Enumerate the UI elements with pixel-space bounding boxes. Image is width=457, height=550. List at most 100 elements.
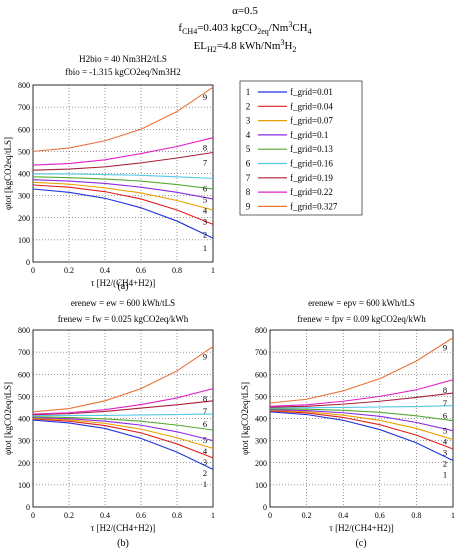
series-line-4 (269, 409, 454, 432)
series-end-label: 5 (203, 194, 207, 204)
series-line-7 (269, 392, 454, 408)
y-tick-label: 600 (18, 125, 30, 134)
chart-panel-2: 0 0.2 0.4 0.6 0.8 1 0 100 200 300 400 500 600 700 800 9… (3, 298, 215, 549)
chart-panel-3: 0 0.2 0.4 0.6 0.8 1 0 100 200 300 400 500 600 700 800 9… (240, 298, 455, 549)
series-line-9 (32, 86, 214, 152)
series-line-2 (269, 410, 454, 450)
series-end-label: 8 (203, 394, 207, 404)
y-axis-label: φtot [kgCO2eq/tLS] (240, 382, 250, 455)
x-tick-label: 0 (268, 511, 272, 520)
x-tick-label: 0.8 (172, 511, 182, 520)
y-axis-label: φtot [kgCO2eq/tLS] (3, 137, 13, 210)
series-end-label: 3 (443, 448, 447, 458)
series-end-label: 6 (443, 411, 447, 421)
panel-label: (c) (355, 538, 366, 549)
y-tick-label: 200 (18, 459, 30, 468)
legend-number: 7 (246, 173, 251, 183)
series-end-label: 3 (203, 457, 207, 467)
series-line-6 (33, 173, 214, 179)
series-line-8 (269, 379, 454, 407)
x-tick-label: 0.2 (302, 511, 312, 520)
header-alpha: α=0.5 (232, 5, 258, 17)
legend-label: f_grid=0.19 (290, 173, 333, 183)
series-line-7 (32, 400, 214, 416)
y-tick-label: 800 (255, 326, 267, 335)
x-axis-label: τ [H2/(CH4+H2)] (91, 523, 155, 533)
series-line-1 (32, 188, 214, 239)
y-tick-label: 400 (18, 415, 30, 424)
legend-label: f_grid=0.16 (290, 159, 333, 169)
y-tick-label: 700 (18, 103, 30, 112)
series-end-label: 8 (203, 143, 207, 153)
series-end-label: 2 (203, 229, 207, 239)
series-end-label: 1 (203, 243, 207, 253)
x-tick-label: 1 (451, 511, 455, 520)
legend-label: f_grid=0.01 (290, 87, 333, 97)
series-line-5 (32, 176, 214, 190)
series-line-9 (32, 346, 214, 413)
series-line-8 (32, 388, 214, 415)
panel-subtitle: frenew = fpv = 0.09 kgCO2eq/kWh (297, 314, 426, 324)
y-tick-label: 800 (18, 81, 30, 90)
plot-frame (269, 329, 454, 508)
series-end-label: 1 (443, 470, 447, 480)
x-tick-label: 0.8 (172, 266, 182, 275)
series-end-label: 8 (443, 385, 447, 395)
panel-subtitle: fbio = -1.315 kgCO2eq/Nm3H2 (65, 67, 181, 77)
series-line-8 (32, 137, 214, 166)
series-end-label: 6 (203, 419, 207, 429)
series-end-label: 7 (203, 406, 207, 416)
legend-number: 3 (246, 116, 251, 126)
legend-label: f_grid=0.327 (290, 201, 338, 211)
y-tick-label: 300 (255, 437, 267, 446)
x-tick-label: 0.2 (64, 266, 74, 275)
series-end-label: 2 (443, 459, 447, 469)
panel-label: (b) (117, 538, 129, 549)
y-tick-label: 500 (18, 147, 30, 156)
y-tick-label: 200 (255, 459, 267, 468)
legend-number: 6 (246, 159, 251, 169)
y-tick-label: 400 (255, 415, 267, 424)
x-tick-label: 0 (31, 511, 35, 520)
panel-subtitle: frenew = fw = 0.025 kgCO2eq/kWh (58, 314, 189, 324)
header-fch4: fCH4=0.403 kgCO2eq/Nm3CH4 (178, 20, 311, 36)
x-tick-label: 0.2 (64, 511, 74, 520)
chart-panel-1: 0 0.2 0.4 0.6 0.8 1 0 100 200 300 400 500 600 700 800 9… (3, 54, 215, 292)
series-end-label: 4 (443, 437, 448, 447)
panel-subtitle: erenew = epv = 600 kWh/tLS (308, 298, 415, 308)
y-tick-label: 100 (255, 481, 267, 490)
x-tick-label: 0.4 (100, 266, 110, 275)
series-end-label: 4 (203, 446, 208, 456)
series-line-6 (269, 405, 454, 409)
x-tick-label: 1 (211, 266, 215, 275)
x-axis-label: τ [H2/(CH4+H2)] (91, 278, 155, 288)
header: α=0.5 fCH4=0.403 kgCO2eq/Nm3CH4 ELH2=4.8… (178, 5, 311, 54)
x-tick-label: 0.6 (375, 511, 385, 520)
y-tick-label: 0 (26, 503, 30, 512)
series-line-2 (32, 418, 214, 459)
y-tick-label: 0 (263, 503, 267, 512)
series-end-label: 6 (203, 183, 207, 193)
series-line-7 (32, 151, 214, 171)
series-end-label: 9 (203, 352, 207, 362)
legend-label: f_grid=0.1 (290, 130, 328, 140)
legend-label: f_grid=0.04 (290, 101, 333, 111)
panel-subtitle: H2bio = 40 Nm3H2/tLS (79, 54, 167, 64)
x-tick-label: 0.4 (338, 511, 348, 520)
y-tick-label: 300 (18, 192, 30, 201)
series-line-9 (269, 337, 454, 404)
legend-number: 8 (246, 187, 251, 197)
series-end-label: 9 (443, 343, 447, 353)
legend-number: 4 (246, 130, 251, 140)
series-line-1 (269, 411, 454, 462)
header-elh2: ELH2=4.8 kWh/Nm3H2 (194, 38, 297, 54)
series-end-label: 7 (443, 398, 447, 408)
series-end-label: 5 (443, 426, 447, 436)
y-tick-label: 0 (26, 258, 30, 267)
series-line-4 (32, 417, 214, 442)
series-end-label: 4 (203, 205, 208, 215)
series-line-4 (32, 179, 214, 200)
legend-label: f_grid=0.07 (290, 116, 333, 126)
series-end-label: 7 (203, 157, 207, 167)
y-tick-label: 400 (18, 170, 30, 179)
